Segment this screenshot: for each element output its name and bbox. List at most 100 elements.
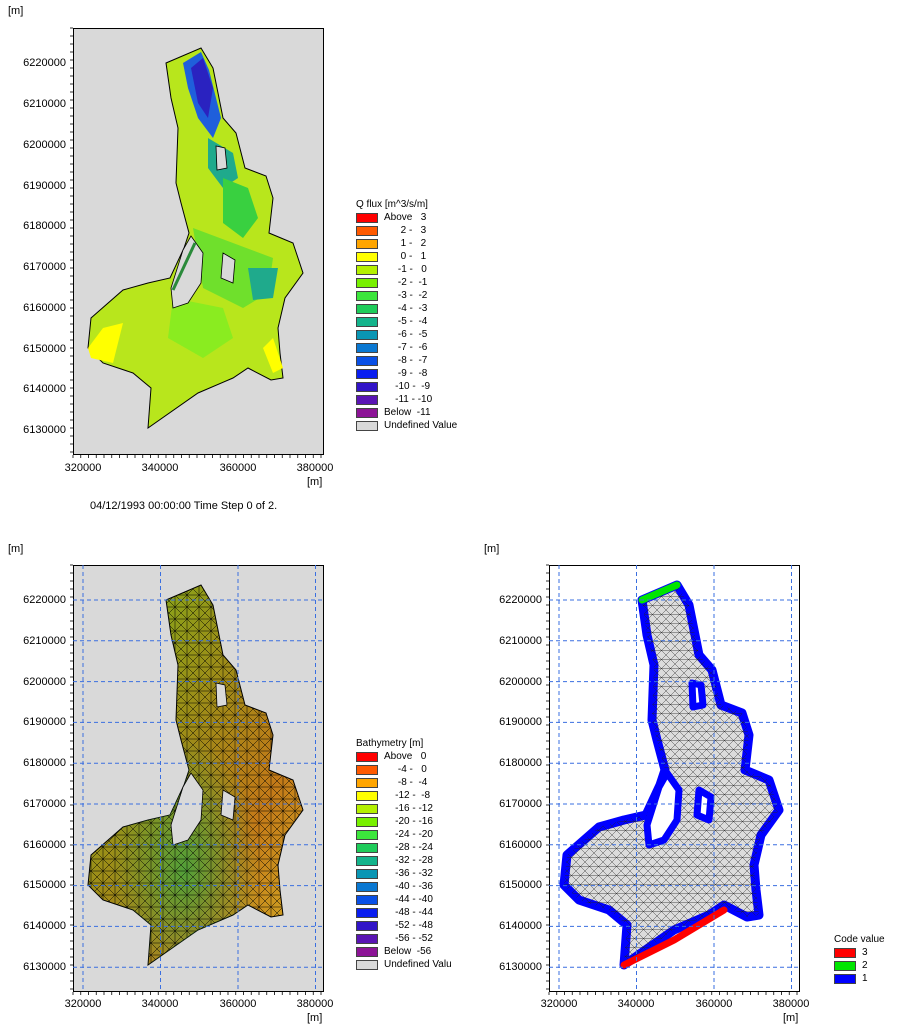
legend-item: -3 - -2 xyxy=(356,289,457,302)
legend-label: -10 - -9 xyxy=(384,381,431,392)
flux-x-unit: [m] xyxy=(307,476,323,488)
legend-item: 2 xyxy=(834,959,885,972)
code-legend: Code value 3 2 1 xyxy=(834,934,885,985)
legend-swatch xyxy=(356,251,378,262)
y-tick-label: 6150000 xyxy=(23,343,66,355)
legend-item: -4 - -3 xyxy=(356,302,457,315)
legend-swatch xyxy=(356,290,378,301)
legend-item: -7 - -6 xyxy=(356,341,457,354)
x-tick-label: 360000 xyxy=(695,998,733,1010)
legend-item: -36 - -32 xyxy=(356,867,452,880)
legend-item: -24 - -20 xyxy=(356,828,452,841)
legend-label: -12 - -8 xyxy=(384,790,431,801)
legend-label: 2 - 3 xyxy=(384,225,427,236)
legend-swatch xyxy=(356,420,378,431)
legend-item: 1 - 2 xyxy=(356,237,457,250)
legend-swatch xyxy=(356,777,378,788)
legend-item: -9 - -8 xyxy=(356,367,457,380)
x-tick-label: 360000 xyxy=(219,462,257,474)
legend-label: -32 - -28 xyxy=(384,855,433,866)
legend-label: -5 - -4 xyxy=(384,316,428,327)
x-tick-label: 380000 xyxy=(772,998,810,1010)
legend-swatch xyxy=(356,381,378,392)
legend-item: -40 - -36 xyxy=(356,880,452,893)
legend-item: -5 - -4 xyxy=(356,315,457,328)
legend-label: -8 - -4 xyxy=(384,777,428,788)
y-tick-label: 6190000 xyxy=(23,716,66,728)
legend-label: Below -56 xyxy=(384,946,432,957)
legend-swatch xyxy=(356,277,378,288)
x-tick-label: 340000 xyxy=(617,998,655,1010)
y-tick-label: 6190000 xyxy=(499,716,542,728)
legend-label: -2 - -1 xyxy=(384,277,428,288)
y-tick-label: 6130000 xyxy=(23,961,66,973)
legend-item: 0 - 1 xyxy=(356,250,457,263)
legend-swatch xyxy=(356,894,378,905)
y-tick-label: 6210000 xyxy=(23,98,66,110)
flux-y-unit: [m] xyxy=(8,5,24,17)
y-tick-label: 6220000 xyxy=(499,594,542,606)
y-tick-label: 6180000 xyxy=(23,220,66,232)
legend-swatch xyxy=(834,960,856,971)
legend-item: -32 - -28 xyxy=(356,854,452,867)
legend-item: -10 - -9 xyxy=(356,380,457,393)
legend-title: Q flux [m^3/s/m] xyxy=(356,199,428,210)
legend-swatch xyxy=(356,803,378,814)
time-step-caption: 04/12/1993 00:00:00 Time Step 0 of 2. xyxy=(90,500,278,512)
legend-swatch xyxy=(356,394,378,405)
legend-item: -20 - -16 xyxy=(356,815,452,828)
legend-label: -11 - -10 xyxy=(384,394,433,405)
bathymetry-legend: Bathymetry [m] Above 0 -4 - 0 -8 - -4 -1… xyxy=(356,738,452,971)
flux-region xyxy=(87,47,304,430)
legend-item: Undefined Value xyxy=(356,419,457,432)
legend-item: -11 - -10 xyxy=(356,393,457,406)
legend-label: -56 - -52 xyxy=(384,933,433,944)
legend-swatch xyxy=(356,829,378,840)
legend-item: -52 - -48 xyxy=(356,919,452,932)
legend-label: -16 - -12 xyxy=(384,803,433,814)
legend-swatch xyxy=(356,751,378,762)
legend-swatch xyxy=(356,933,378,944)
y-tick-label: 6210000 xyxy=(499,635,542,647)
x-tick-label: 380000 xyxy=(296,998,334,1010)
legend-item: -56 - -52 xyxy=(356,932,452,945)
legend-label: -4 - -3 xyxy=(384,303,428,314)
legend-item: -1 - 0 xyxy=(356,263,457,276)
legend-label: Above 3 xyxy=(384,212,427,223)
legend-items: 3 2 1 xyxy=(834,946,885,985)
legend-swatch xyxy=(356,329,378,340)
axis-ticks xyxy=(70,27,798,995)
y-tick-label: 6180000 xyxy=(499,757,542,769)
legend-label: 3 xyxy=(862,947,868,958)
legend-item: -28 - -24 xyxy=(356,841,452,854)
grid-layer xyxy=(73,565,800,992)
legend-swatch xyxy=(356,920,378,931)
legend-items: Above 3 2 - 3 1 - 2 0 - 1 -1 - 0 -2 - -1… xyxy=(356,211,457,432)
legend-swatch xyxy=(356,855,378,866)
legend-item: 1 xyxy=(834,972,885,985)
legend-swatch xyxy=(356,959,378,970)
x-tick-label: 340000 xyxy=(141,462,179,474)
y-tick-label: 6170000 xyxy=(23,798,66,810)
legend-item: Below -11 xyxy=(356,406,457,419)
code-x-unit: [m] xyxy=(783,1012,799,1024)
legend-swatch xyxy=(834,973,856,984)
y-tick-label: 6150000 xyxy=(499,879,542,891)
legend-label: 0 - 1 xyxy=(384,251,427,262)
legend-item: -4 - 0 xyxy=(356,763,452,776)
legend-item: Below -56 xyxy=(356,945,452,958)
legend-label: -1 - 0 xyxy=(384,264,427,275)
legend-label: Undefined Value xyxy=(384,420,458,431)
legend-swatch xyxy=(356,355,378,366)
legend-swatch xyxy=(356,842,378,853)
x-tick-label: 320000 xyxy=(64,462,102,474)
legend-label: -36 - -32 xyxy=(384,868,433,879)
legend-swatch xyxy=(356,225,378,236)
x-tick-label: 380000 xyxy=(296,462,334,474)
legend-swatch xyxy=(356,946,378,957)
y-tick-label: 6180000 xyxy=(23,757,66,769)
legend-item: -6 - -5 xyxy=(356,328,457,341)
legend-label: Below -11 xyxy=(384,407,431,418)
legend-item: -16 - -12 xyxy=(356,802,452,815)
legend-label: -8 - -7 xyxy=(384,355,428,366)
